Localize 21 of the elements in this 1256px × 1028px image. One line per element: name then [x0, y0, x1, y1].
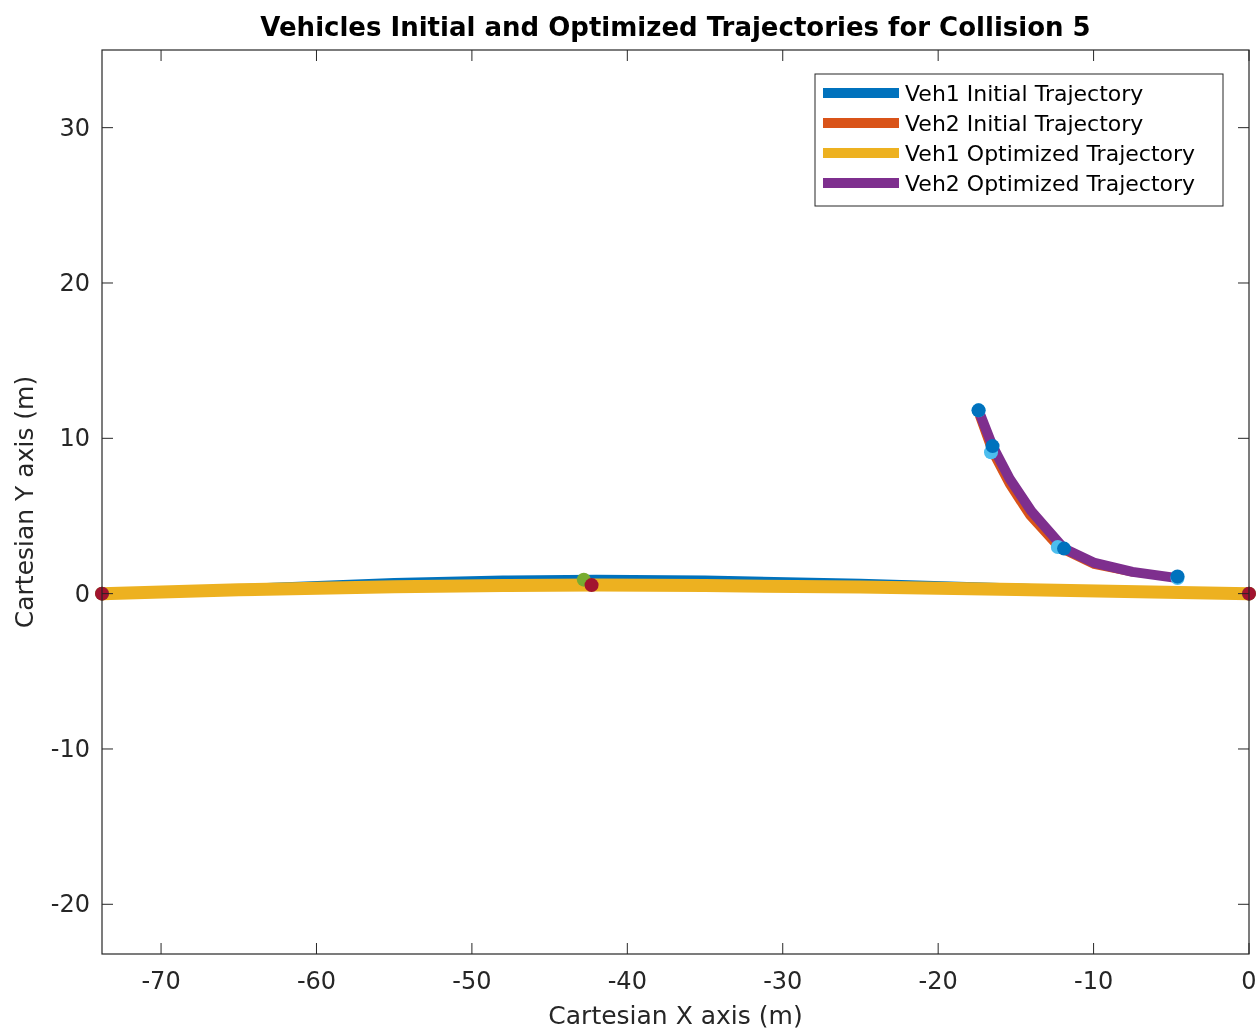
x-tick-label: -60	[296, 967, 337, 995]
y-tick-label: 20	[59, 268, 90, 297]
legend-label: Veh1 Initial Trajectory	[905, 81, 1144, 106]
x-tick-label: -10	[1073, 967, 1114, 995]
y-tick-label: -20	[50, 890, 90, 919]
x-tick-label: -30	[763, 967, 803, 995]
x-tick-label: -70	[141, 967, 181, 995]
y-axis-title: Cartesian Y axis (m)	[10, 375, 39, 629]
legend-label: Veh2 Optimized Trajectory	[905, 171, 1196, 196]
x-axis-title: Cartesian X axis (m)	[548, 1001, 803, 1028]
x-tick-label: 0	[1241, 967, 1256, 995]
x-tick-label: -20	[918, 967, 958, 995]
y-tick-label: 0	[74, 579, 90, 608]
y-tick-label: 10	[59, 424, 90, 453]
legend-label: Veh2 Initial Trajectory	[905, 111, 1144, 136]
y-tick-label: 30	[59, 113, 90, 142]
x-tick-label: -40	[607, 967, 647, 995]
y-tick-label: -10	[50, 734, 90, 763]
legend-label: Veh1 Optimized Trajectory	[905, 141, 1196, 166]
chart-title: Vehicles Initial and Optimized Trajectories for Collision 5	[260, 12, 1091, 42]
x-tick-label: -50	[452, 967, 492, 995]
